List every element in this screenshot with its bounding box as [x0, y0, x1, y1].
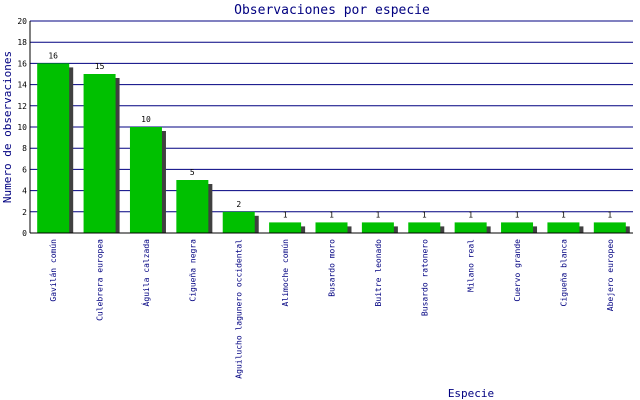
category-label: Culebrera europea — [96, 239, 105, 321]
y-tick-label: 2 — [22, 208, 27, 217]
x-axis-title: Especie — [448, 387, 494, 400]
category-label: Aguilucho lagunero occidental — [235, 239, 244, 379]
bar — [269, 222, 302, 233]
category-label: Águila calzada — [140, 239, 151, 307]
bar — [222, 211, 255, 233]
category-label: Gavilán común — [49, 239, 58, 302]
grid-lines — [30, 20, 633, 213]
category-label: Cigueña blanca — [559, 239, 568, 307]
bar-value-label: 1 — [375, 210, 380, 219]
category-label: Alimoche común — [281, 239, 290, 307]
category-label: Cuervo grande — [513, 239, 522, 302]
bar — [176, 180, 209, 233]
y-axis-ticks: 0 2 4 6 8 10 12 14 16 18 20 — [17, 17, 27, 238]
bar — [315, 222, 348, 233]
bar-value-label: 1 — [468, 210, 473, 219]
category-label: Buitre leonado — [374, 239, 383, 307]
bar — [83, 74, 116, 233]
bar-value-label: 1 — [515, 210, 520, 219]
bar-value-label: 1 — [561, 210, 566, 219]
bar-value-label: 2 — [236, 200, 241, 209]
y-tick-label: 16 — [17, 59, 27, 68]
bar-value-label: 10 — [141, 115, 151, 124]
category-label: Busardo moro — [328, 239, 337, 297]
y-tick-label: 6 — [22, 165, 27, 174]
data-labels: 16 15 10 5 2 1 1 1 1 1 1 1 1 — [48, 51, 612, 219]
category-label: Milano real — [467, 239, 476, 292]
y-tick-label: 12 — [17, 102, 27, 111]
bar — [408, 222, 441, 233]
bar — [593, 222, 626, 233]
y-tick-label: 8 — [22, 144, 27, 153]
bar-value-label: 1 — [329, 210, 334, 219]
y-tick-label: 0 — [22, 229, 27, 238]
y-tick-label: 14 — [17, 81, 27, 90]
bar-value-label: 1 — [607, 210, 612, 219]
chart-title: Observaciones por especie — [234, 3, 430, 18]
bar-value-label: 1 — [283, 210, 288, 219]
bar-value-label: 1 — [422, 210, 427, 219]
y-tick-label: 10 — [17, 123, 27, 132]
bar-value-label: 5 — [190, 168, 195, 177]
y-tick-label: 20 — [17, 17, 27, 26]
bar — [547, 222, 580, 233]
category-label: Busardo ratonero — [420, 239, 429, 316]
y-axis-title: Numero de observaciones — [1, 51, 14, 203]
category-labels: Gavilán común Culebrera europea Águila cal… — [49, 239, 615, 379]
bar — [37, 63, 70, 234]
bar — [501, 222, 534, 233]
y-tick-label: 4 — [22, 187, 27, 196]
category-label: Cigueña negra — [188, 239, 197, 302]
y-tick-label: 18 — [17, 38, 27, 47]
bar-value-label: 15 — [95, 62, 105, 71]
bar — [454, 222, 487, 233]
bar — [361, 222, 394, 233]
bar-value-label: 16 — [48, 51, 58, 60]
bar — [129, 127, 162, 233]
category-label: Abejero europeo — [606, 239, 615, 311]
bars — [37, 63, 630, 234]
